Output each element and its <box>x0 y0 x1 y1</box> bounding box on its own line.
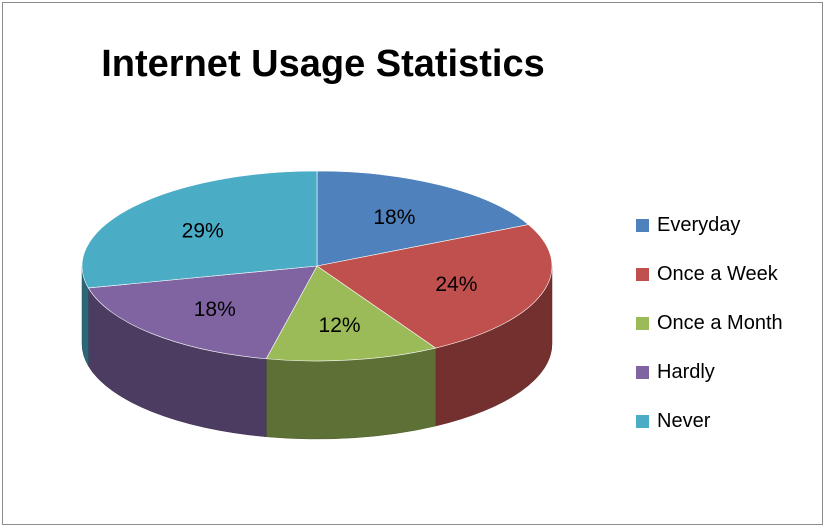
pie-sides <box>81 265 553 440</box>
legend-item-once-a-week: Once a Week <box>636 250 783 299</box>
pie-label-hardly: 18% <box>194 298 236 321</box>
legend-label: Everyday <box>657 214 741 236</box>
legend-label: Once a Month <box>657 312 783 334</box>
legend-item-everyday: Everyday <box>636 201 783 250</box>
pie-slice-everyday <box>316 170 530 267</box>
legend-swatch <box>636 268 649 281</box>
pie-label-once-a-month: 12% <box>319 314 361 337</box>
legend-swatch <box>636 219 649 232</box>
legend-swatch <box>636 366 649 379</box>
legend-item-hardly: Hardly <box>636 348 783 397</box>
legend-label: Never <box>657 410 711 432</box>
pie-slice-never <box>81 170 318 289</box>
pie-side-once-a-month <box>265 347 436 440</box>
legend-swatch <box>636 415 649 428</box>
pie-slice-once-a-week <box>316 224 553 349</box>
pie-label-once-a-week: 24% <box>435 273 477 296</box>
chart-title: Internet Usage Statistics <box>101 43 545 85</box>
pie-slice-once-a-month <box>265 265 437 362</box>
legend-item-once-a-month: Once a Month <box>636 299 783 348</box>
pie-tops <box>81 170 553 362</box>
pie-slice-hardly <box>87 265 318 360</box>
legend-item-never: Never <box>636 397 783 446</box>
pie-labels: 18% 24% 12% 18% 29% <box>182 206 478 337</box>
pie-label-everyday: 18% <box>373 206 415 229</box>
pie-chart: 18% 24% 12% 18% 29% <box>81 170 553 440</box>
legend-swatch <box>636 317 649 330</box>
legend-label: Once a Week <box>657 263 778 285</box>
pie-label-never: 29% <box>182 219 224 242</box>
legend: Everyday Once a Week Once a Month Hardly Nev… <box>636 201 783 446</box>
legend-label: Hardly <box>657 361 715 383</box>
